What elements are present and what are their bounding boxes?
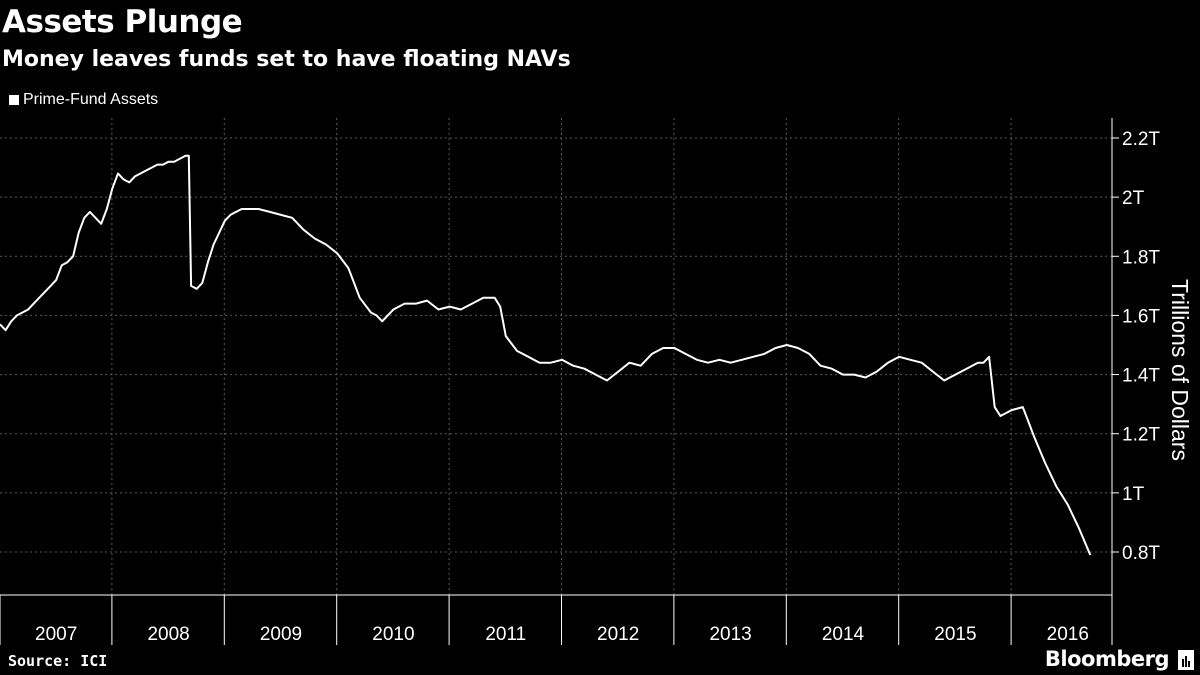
- legend-swatch: [9, 95, 19, 105]
- x-tick-label: 2015: [934, 624, 976, 645]
- y-axis-label: Trillions of Dollars: [1167, 279, 1193, 461]
- x-tick-label: 2007: [35, 624, 77, 645]
- y-tick-label: 0.8T: [1122, 543, 1160, 564]
- chart-subtitle: Money leaves funds set to have floating …: [2, 47, 571, 72]
- x-tick-label: 2016: [1047, 624, 1089, 645]
- x-tick-label: 2012: [597, 624, 639, 645]
- source-note: Source: ICI: [8, 652, 108, 670]
- y-tick-labels: 0.8T 1T 1.2T 1.4T 1.6T 1.8T 2T 2.2T: [1122, 129, 1160, 564]
- bloomberg-logo: Bloomberg: [1044, 647, 1170, 671]
- x-tick-label: 2009: [260, 624, 302, 645]
- y-tick-label: 1.4T: [1122, 366, 1160, 387]
- x-tick-label: 2014: [822, 624, 865, 645]
- y-tick-label: 1.8T: [1122, 247, 1160, 268]
- x-tick-label: 2013: [709, 624, 751, 645]
- y-tick-label: 1.2T: [1122, 425, 1160, 446]
- axes: [0, 118, 1119, 645]
- series-line-prime-fund-assets: [0, 154, 1092, 556]
- x-tick-labels: 2007 2008 2009 2010 2011 2012 2013 2014 2015 2016: [35, 624, 1089, 645]
- y-tick-label: 2T: [1122, 188, 1145, 209]
- y-tick-label: 2.2T: [1122, 129, 1160, 150]
- legend-label: Prime-Fund Assets: [23, 91, 159, 108]
- legend: Prime-Fund Assets: [9, 90, 158, 110]
- x-tick-label: 2011: [485, 624, 526, 645]
- y-tick-label: 1.6T: [1122, 306, 1160, 327]
- y-tick-label: 1T: [1122, 484, 1145, 505]
- series-group: [0, 154, 1092, 556]
- chart-title: Assets Plunge: [2, 4, 243, 40]
- bloomberg-terminal-icon: [1178, 650, 1194, 670]
- x-tick-label: 2010: [372, 624, 414, 645]
- grid-lines: [0, 118, 1112, 595]
- x-tick-label: 2008: [147, 624, 189, 645]
